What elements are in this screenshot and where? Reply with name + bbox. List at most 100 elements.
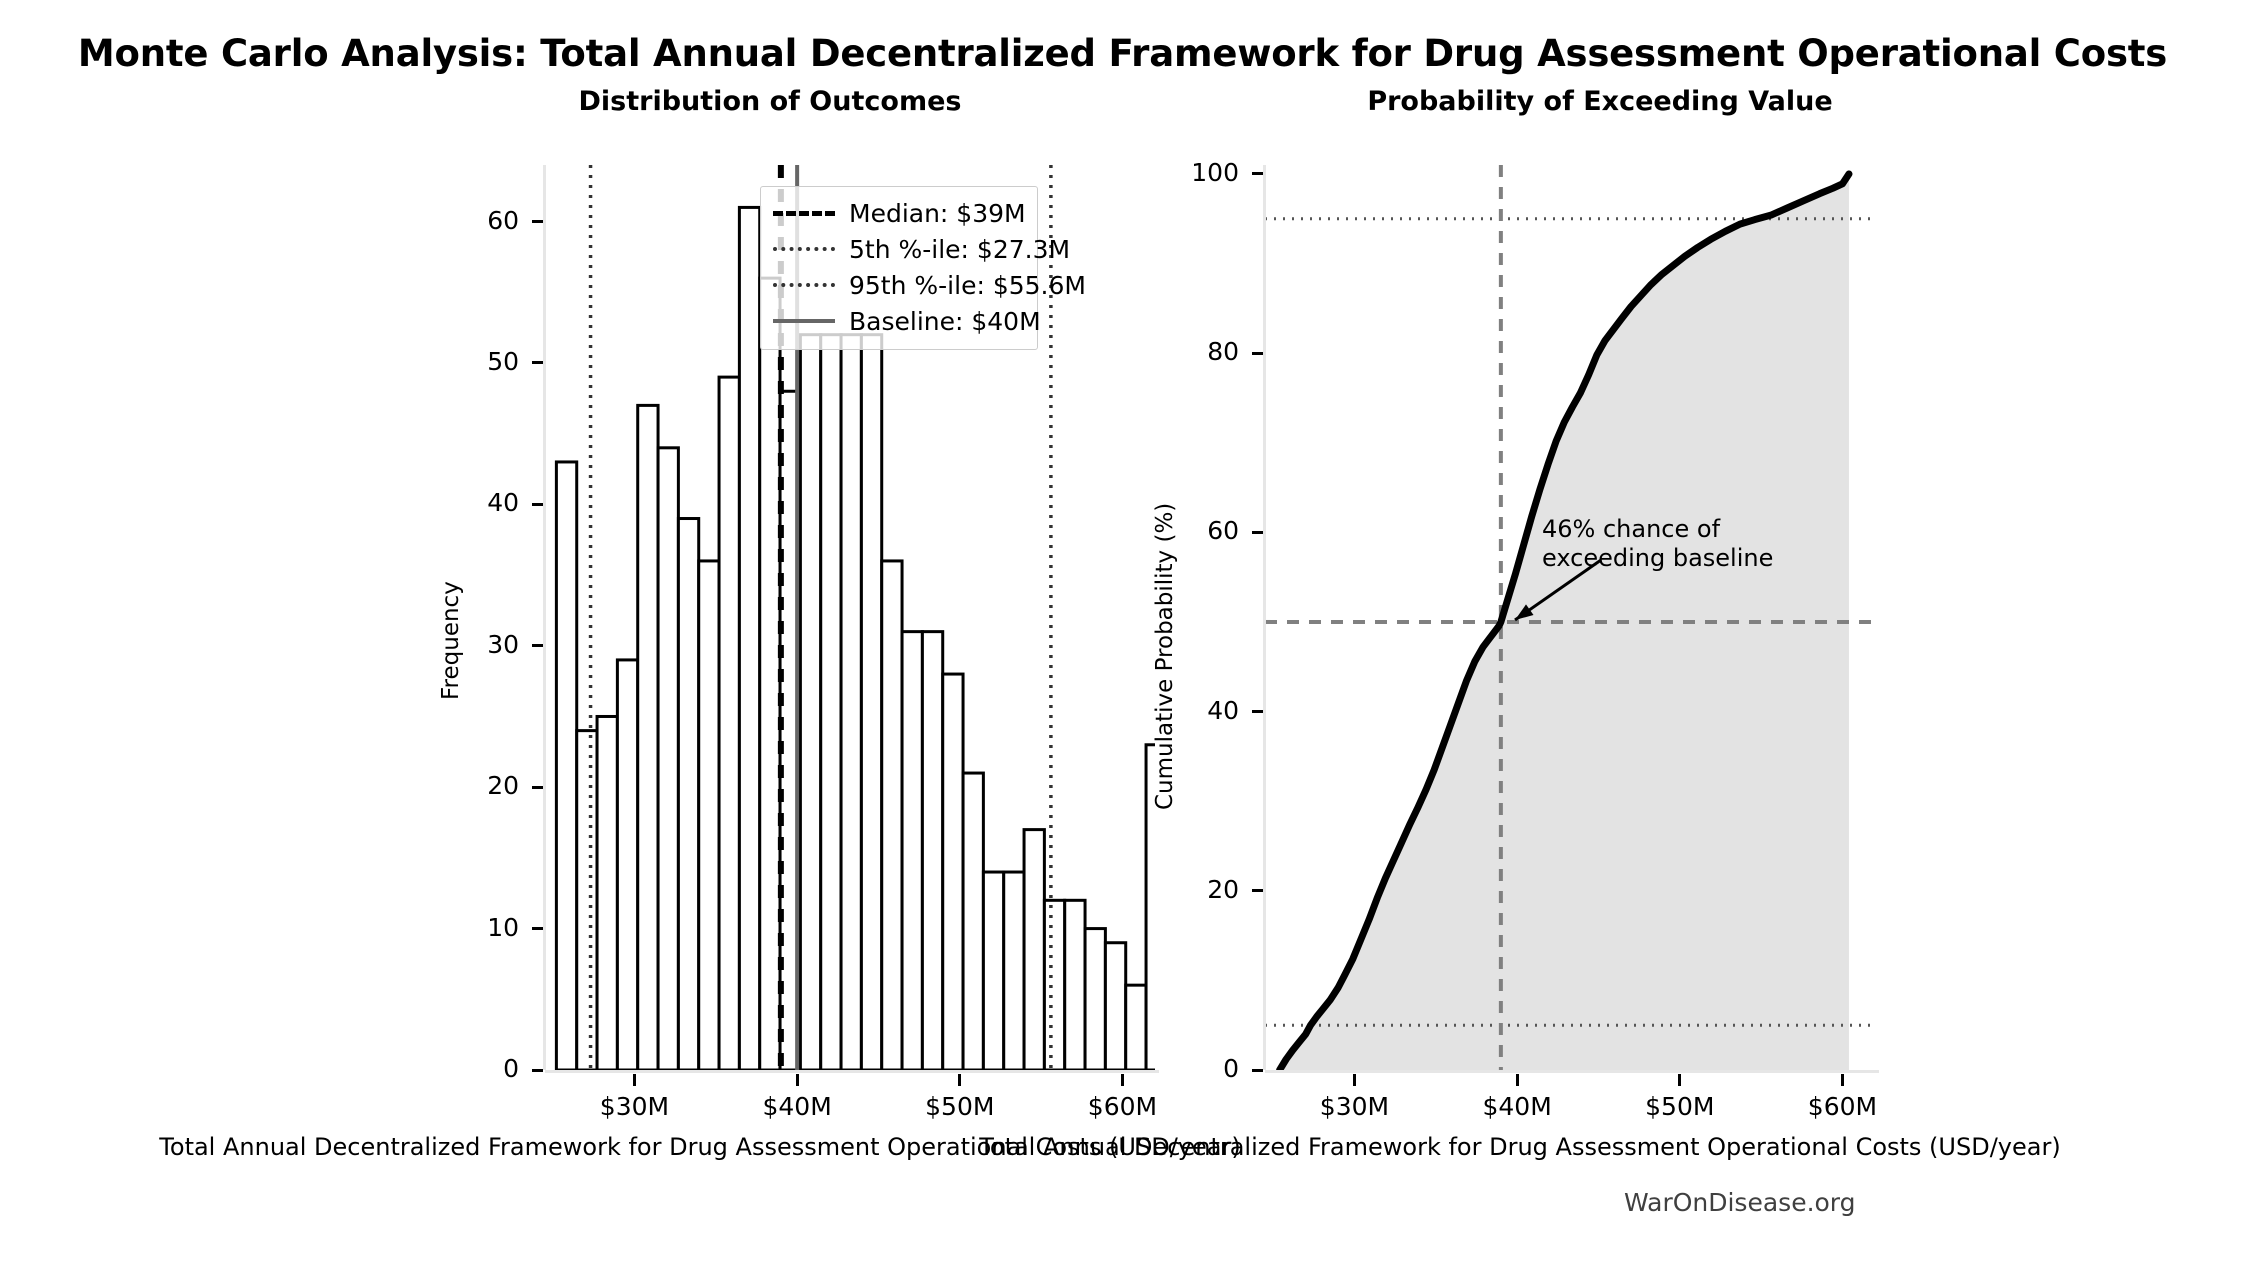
histogram-bar [819,333,843,1070]
left-panel-title: Distribution of Outcomes [578,86,962,117]
cdf-y-tick-label: 0 [1223,1054,1239,1083]
histogram-y-tick-mark [532,927,543,931]
histogram-y-tick-label: 0 [503,1054,519,1083]
cdf-y-tick-mark [1252,1068,1263,1072]
histogram-x-axis-label: Total Annual Decentralized Framework for… [159,1133,1241,1161]
cdf-x-tick-mark [1352,1074,1356,1086]
legend-item-median[interactable]: Median: $39M [773,195,1026,231]
histogram-y-tick-label: 60 [487,205,519,235]
histogram-bar [900,630,924,1070]
cdf-x-tick-label: $30M [1319,1092,1390,1121]
legend-label-median: Median: $39M [849,198,1026,228]
cdf-x-tick-mark [1678,1074,1682,1086]
histogram-y-tick-mark [532,220,543,224]
histogram-bar [656,446,680,1070]
histogram-bar [575,729,599,1070]
annotation-arrow-head [1515,604,1534,620]
right-panel-title: Probability of Exceeding Value [1367,86,1833,117]
histogram-y-tick-mark [532,502,543,506]
cdf-y-tick-label: 60 [1207,516,1239,546]
cdf-left-spine [1263,165,1266,1070]
histogram-left-spine [543,165,546,1070]
histogram-x-tick-mark [1120,1074,1124,1086]
histogram-bar [961,771,985,1070]
histogram-y-tick-label: 50 [487,346,519,376]
histogram-y-tick-mark [532,1068,543,1072]
histogram-bottom-spine [545,1070,1159,1073]
cdf-y-tick-label: 40 [1207,695,1239,725]
histogram-bar [981,870,1006,1070]
histogram-x-tick-mark [958,1074,962,1086]
legend-item-p95[interactable]: 95th %-ile: $55.6M [773,267,1086,303]
histogram-bar [1083,927,1107,1070]
histogram-bar [636,403,660,1070]
histogram-bar [758,276,782,1070]
histogram-bar [1002,870,1026,1070]
histogram-x-tick-label: $40M [762,1092,832,1121]
legend-label-p95: 95th %-ile: $55.6M [849,270,1086,300]
histogram-x-tick-label: $30M [599,1092,670,1121]
histogram-y-tick-label: 30 [487,629,519,659]
cdf-x-tick-label: $60M [1807,1092,1878,1121]
figure-suptitle: Monte Carlo Analysis: Total Annual Decen… [77,32,2168,75]
histogram-y-tick-mark [532,785,543,789]
histogram-bar [798,333,823,1070]
histogram-bar [1042,898,1067,1070]
histogram-y-tick-label: 20 [487,771,519,801]
histogram-bar [595,714,619,1070]
histogram-y-tick-mark [532,361,543,365]
cdf-x-axis-label: Total Annual Decentralized Framework for… [979,1133,2061,1161]
cdf-curve [1276,170,1853,1070]
histogram-axes [545,165,1155,1070]
histogram-bar [676,517,701,1070]
cdf-y-tick-mark [1252,530,1263,534]
histogram-x-tick-label: $60M [1087,1092,1158,1121]
histogram-bar [737,205,762,1070]
histogram-y-tick-label: 40 [487,488,519,518]
histogram-bar [615,658,640,1070]
histogram-bar [697,559,721,1070]
histogram-bar [839,333,863,1070]
cdf-bottom-spine [1265,1070,1879,1073]
cdf-x-tick-mark [1515,1074,1519,1086]
cdf-y-tick-mark [1252,351,1263,355]
histogram-y-axis-label: Frequency [438,581,464,700]
cdf-y-tick-label: 100 [1191,157,1239,187]
site-footer: WarOnDisease.org [1624,1188,1856,1217]
cdf-x-tick-label: $50M [1645,1092,1715,1121]
histogram-bar [554,460,579,1070]
cdf-y-tick-mark [1252,710,1263,714]
histogram-bar [920,630,945,1070]
legend-item-baseline[interactable]: Baseline: $40M [773,303,1041,339]
cdf-annotation-line-1: 46% chance of [1542,515,1721,543]
histogram-legend: Median: $39M 5th %-ile: $27.3M 95th %-il… [760,186,1086,350]
cdf-plot-area [1265,165,1875,1070]
histogram-plot-area [554,165,1155,1070]
histogram-y-tick-label: 10 [487,912,519,942]
histogram-x-tick-mark [632,1074,636,1086]
cdf-annotation: 46% chance of exceeding baseline [1542,515,1773,574]
cdf-annotation-line-2: exceeding baseline [1542,544,1774,573]
histogram-bar [1103,941,1128,1070]
cdf-fill-area [1279,173,1849,1070]
cdf-y-tick-label: 80 [1207,337,1239,367]
cdf-y-tick-mark [1252,889,1263,893]
cdf-x-tick-mark [1840,1074,1844,1086]
cdf-axes [1265,165,1875,1070]
histogram-bar [717,375,741,1070]
histogram-bar [1022,828,1046,1070]
cdf-y-tick-label: 20 [1207,874,1239,904]
histogram-y-tick-mark [532,644,543,648]
histogram-bar [859,333,884,1070]
legend-label-baseline: Baseline: $40M [849,306,1041,336]
cdf-y-tick-mark [1252,172,1263,176]
histogram-bar [941,672,965,1070]
histogram-x-tick-label: $50M [925,1092,995,1121]
histogram-bar [880,559,904,1070]
legend-label-p5: 5th %-ile: $27.3M [849,234,1071,264]
cdf-x-tick-label: $40M [1482,1092,1552,1121]
legend-item-p5[interactable]: 5th %-ile: $27.3M [773,231,1070,267]
histogram-x-tick-mark [795,1074,799,1086]
cdf-y-axis-label: Cumulative Probability (%) [1152,502,1178,810]
